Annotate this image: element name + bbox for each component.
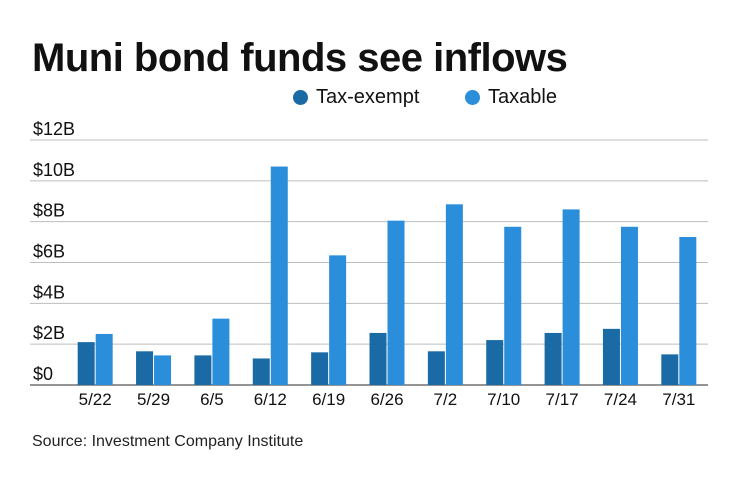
bar-tax-exempt	[194, 355, 212, 385]
bar-tax-exempt	[427, 351, 445, 385]
y-tick-label: $6B	[33, 242, 65, 262]
x-tick-label: 5/29	[137, 390, 170, 409]
legend-label-tax-exempt: Tax-exempt	[316, 86, 420, 108]
legend: Tax-exempt Taxable	[0, 86, 740, 112]
y-tick-label: $10B	[33, 160, 75, 180]
legend-label-taxable: Taxable	[488, 86, 557, 108]
bar-tax-exempt	[661, 354, 679, 385]
y-tick-label: $12B	[33, 119, 75, 139]
bar-tax-exempt	[544, 332, 562, 385]
x-tick-label: 7/24	[604, 390, 637, 409]
bar-tax-exempt	[252, 358, 270, 385]
bar-tax-exempt	[136, 351, 154, 385]
y-tick-label: $2B	[33, 323, 65, 343]
x-tick-label: 6/26	[370, 390, 403, 409]
bar-taxable	[504, 226, 522, 385]
x-tick-label: 5/22	[79, 390, 112, 409]
y-tick-label: $8B	[33, 201, 65, 221]
bar-taxable	[212, 318, 230, 385]
x-tick-label: 7/17	[546, 390, 579, 409]
x-tick-label: 7/10	[487, 390, 520, 409]
bar-taxable	[445, 204, 463, 385]
bar-taxable	[562, 209, 580, 385]
bar-tax-exempt	[311, 352, 329, 385]
chart-title: Muni bond funds see inflows	[32, 36, 568, 80]
bar-taxable	[387, 220, 405, 385]
bar-tax-exempt	[369, 332, 387, 385]
x-tick-label: 7/2	[434, 390, 458, 409]
y-tick-label: $4B	[33, 282, 65, 302]
tax-exempt-swatch-icon	[293, 90, 308, 105]
x-tick-label: 6/5	[200, 390, 224, 409]
legend-item-taxable: Taxable	[465, 86, 557, 109]
bar-tax-exempt	[486, 340, 504, 385]
source-note: Source: Investment Company Institute	[32, 433, 304, 450]
legend-item-tax-exempt: Tax-exempt	[293, 86, 419, 109]
bar-taxable	[679, 236, 697, 385]
x-tick-label: 6/19	[312, 390, 345, 409]
bar-taxable	[620, 226, 638, 385]
bar-tax-exempt	[602, 328, 620, 385]
taxable-swatch-icon	[465, 90, 480, 105]
bar-tax-exempt	[77, 342, 95, 385]
bar-taxable	[154, 355, 172, 385]
bar-taxable	[270, 166, 288, 385]
bar-taxable	[95, 333, 113, 385]
y-tick-label: $0	[33, 364, 53, 384]
x-tick-label: 6/12	[254, 390, 287, 409]
x-tick-label: 7/31	[662, 390, 695, 409]
bar-taxable	[329, 255, 347, 385]
